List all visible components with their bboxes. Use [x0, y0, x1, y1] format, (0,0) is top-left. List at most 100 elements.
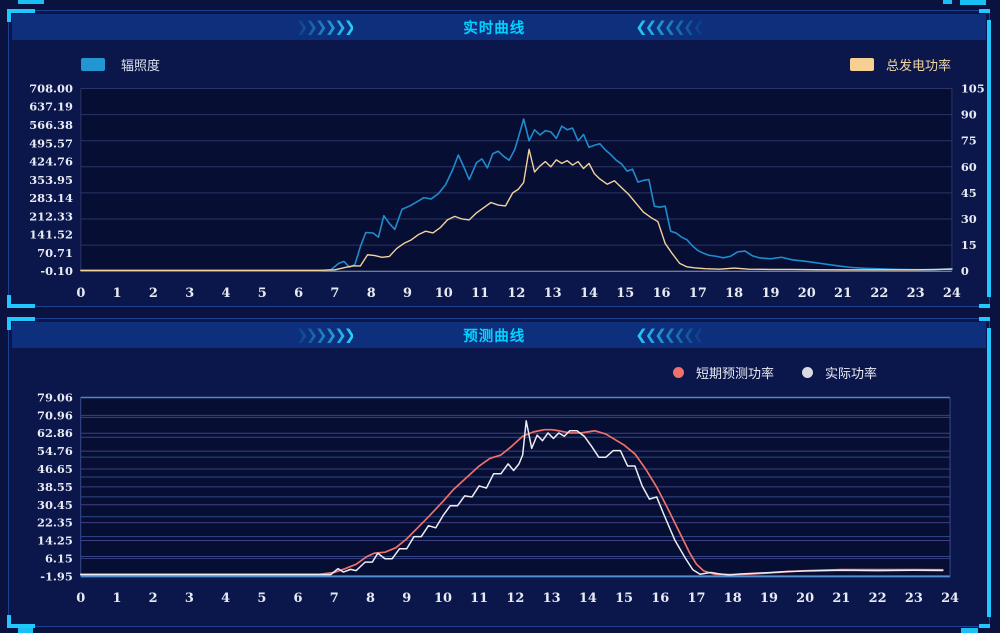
svg-text:38.55: 38.55 — [37, 480, 73, 494]
svg-text:4: 4 — [222, 286, 231, 301]
svg-text:-1.95: -1.95 — [40, 569, 73, 583]
plot-area — [80, 88, 952, 272]
svg-text:19: 19 — [760, 591, 778, 606]
irradiance-swatch-icon — [81, 58, 105, 71]
svg-text:18: 18 — [725, 286, 743, 301]
corner-accent-icon — [979, 304, 990, 308]
svg-text:10: 10 — [434, 591, 452, 606]
svg-text:15: 15 — [615, 591, 633, 606]
x-axis: 0 1 2 3 4 5 6 7 8 9 10 11 12 13 14 15 16 17 18 19 20 21 22 23 24 — [76, 591, 959, 606]
svg-text:23: 23 — [907, 286, 925, 301]
forecast-panel: ❯❯❯❯❯❯ 预测曲线 ❮❮❮❮❮❮❮ 短期预测功率 实际功率 79.06 70.… — [7, 317, 991, 628]
svg-text:637.19: 637.19 — [29, 100, 73, 114]
corner-accent-icon — [8, 304, 35, 308]
actual-power-swatch-icon — [801, 367, 813, 378]
corner-accent-icon — [979, 317, 990, 321]
svg-text:17: 17 — [689, 286, 707, 301]
gridlines — [80, 396, 951, 577]
svg-text:-0.10: -0.10 — [40, 264, 73, 278]
svg-text:24: 24 — [943, 286, 961, 301]
realtime-panel: ❯❯❯❯❯❯ 实时曲线 ❮❮❮❮❮❮❮ 辐照度 总发电功率 708.00 637.… — [7, 9, 991, 308]
svg-text:13: 13 — [544, 286, 562, 301]
svg-text:0: 0 — [961, 264, 969, 278]
svg-text:54.76: 54.76 — [37, 444, 73, 458]
realtime-panel-title: 实时曲线 — [463, 20, 526, 37]
short-term-forecast-power-swatch-icon — [672, 367, 684, 378]
svg-text:79.06: 79.06 — [37, 390, 73, 404]
svg-text:11: 11 — [470, 591, 488, 606]
svg-text:2: 2 — [149, 286, 158, 301]
forecast-chart: 79.06 70.96 62.86 54.76 46.65 38.55 30.45 22.35… — [37, 390, 959, 606]
top-edge-decoration-right-small — [943, 0, 952, 4]
forecast-legend: 短期预测功率 实际功率 — [672, 363, 877, 382]
svg-text:19: 19 — [761, 286, 779, 301]
svg-text:70.71: 70.71 — [37, 246, 73, 260]
svg-text:22: 22 — [870, 286, 888, 301]
svg-text:353.95: 353.95 — [29, 173, 73, 187]
legend-item-total-generation-power[interactable]: 总发电功率 — [849, 55, 951, 74]
right-edge-accent-icon — [987, 20, 991, 297]
realtime-panel-header: ❯❯❯❯❯❯ 实时曲线 ❮❮❮❮❮❮❮ — [12, 14, 986, 40]
svg-text:14.25: 14.25 — [37, 534, 73, 548]
svg-text:424.76: 424.76 — [29, 155, 73, 169]
svg-text:16: 16 — [651, 591, 669, 606]
svg-text:6: 6 — [294, 591, 303, 606]
svg-text:9: 9 — [403, 286, 412, 301]
svg-text:708.00: 708.00 — [29, 81, 73, 95]
svg-text:75: 75 — [961, 134, 977, 148]
legend-item-short-term-forecast-power[interactable]: 短期预测功率 — [672, 363, 774, 382]
svg-text:8: 8 — [367, 286, 376, 301]
svg-text:21: 21 — [834, 286, 852, 301]
forecast-panel-header: ❯❯❯❯❯❯ 预测曲线 ❮❮❮❮❮❮❮ — [12, 322, 986, 348]
right-edge-accent-icon — [987, 328, 991, 617]
svg-text:23: 23 — [905, 591, 923, 606]
svg-text:22: 22 — [869, 591, 887, 606]
chevrons-left-icon: ❮❮❮❮❮❮❮ — [635, 325, 705, 344]
svg-text:18: 18 — [724, 591, 742, 606]
svg-text:90: 90 — [961, 108, 977, 122]
svg-text:4: 4 — [221, 591, 230, 606]
svg-text:10: 10 — [435, 286, 453, 301]
svg-text:5: 5 — [258, 286, 267, 301]
svg-text:3: 3 — [185, 286, 194, 301]
svg-text:6: 6 — [294, 286, 303, 301]
svg-text:3: 3 — [185, 591, 194, 606]
svg-text:0: 0 — [76, 286, 85, 301]
svg-text:62.86: 62.86 — [37, 426, 73, 440]
svg-text:24: 24 — [941, 591, 959, 606]
corner-accent-icon — [7, 317, 11, 330]
legend-label-actual-power: 实际功率 — [824, 367, 877, 382]
svg-text:1: 1 — [112, 591, 121, 606]
svg-text:16: 16 — [653, 286, 671, 301]
corner-accent-icon — [8, 624, 35, 628]
svg-text:21: 21 — [832, 591, 850, 606]
svg-text:141.52: 141.52 — [29, 228, 73, 242]
svg-text:20: 20 — [796, 591, 814, 606]
svg-text:22.35: 22.35 — [37, 516, 73, 530]
corner-accent-icon — [7, 295, 11, 308]
svg-text:105: 105 — [961, 81, 985, 95]
svg-text:212.33: 212.33 — [29, 209, 73, 223]
realtime-legend: 辐照度 总发电功率 — [9, 55, 989, 74]
svg-text:0: 0 — [76, 591, 85, 606]
svg-text:45: 45 — [961, 186, 977, 200]
svg-text:17: 17 — [688, 591, 706, 606]
svg-text:495.57: 495.57 — [29, 136, 73, 150]
svg-text:9: 9 — [402, 591, 411, 606]
corner-accent-icon — [979, 624, 990, 628]
legend-item-irradiance[interactable]: 辐照度 — [81, 55, 160, 74]
bottom-edge-decoration-left — [18, 628, 33, 633]
svg-text:1: 1 — [113, 286, 122, 301]
svg-text:7: 7 — [330, 591, 339, 606]
legend-item-actual-power[interactable]: 实际功率 — [801, 363, 877, 382]
chevrons-right-icon: ❯❯❯❯❯❯ — [295, 325, 356, 344]
series-irradiance — [80, 118, 953, 272]
svg-text:11: 11 — [471, 286, 489, 301]
svg-text:14: 14 — [580, 286, 598, 301]
legend-label-short-term-forecast-power: 短期预测功率 — [695, 367, 774, 382]
forecast-panel-title: 预测曲线 — [463, 328, 526, 345]
svg-text:5: 5 — [257, 591, 266, 606]
svg-text:6.15: 6.15 — [45, 551, 73, 565]
svg-text:12: 12 — [507, 286, 525, 301]
